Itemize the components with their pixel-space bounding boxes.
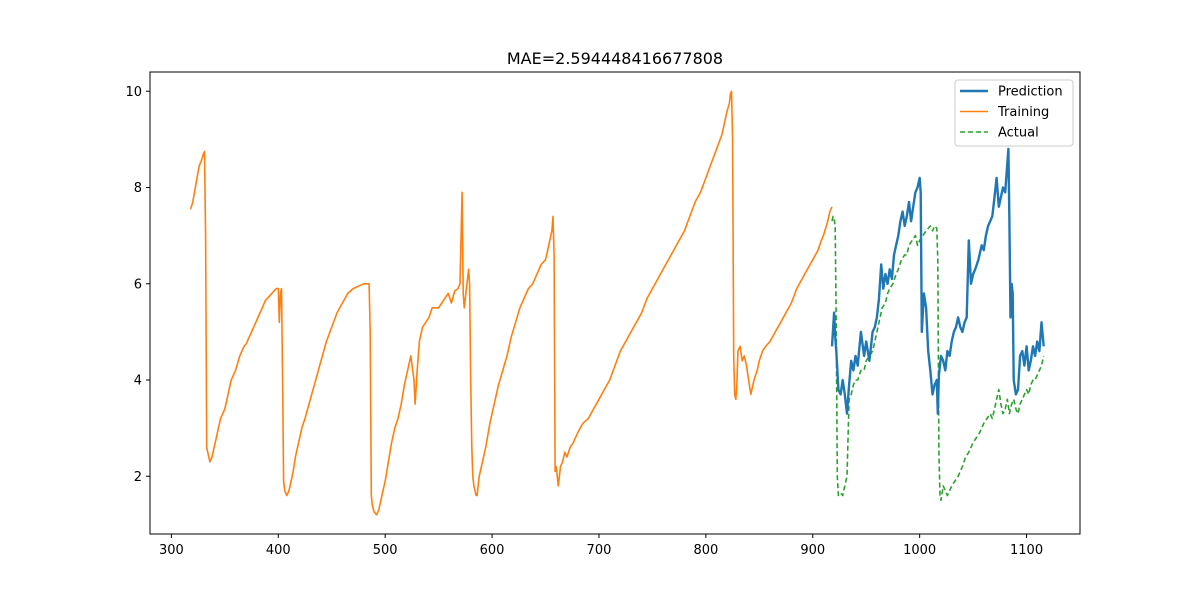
x-tick-label: 700 xyxy=(587,543,612,558)
series-line-prediction xyxy=(830,147,1045,415)
x-tick-label: 1100 xyxy=(1010,543,1043,558)
y-tick-label: 6 xyxy=(134,277,142,292)
x-tick-label: 600 xyxy=(480,543,505,558)
x-tick-label: 900 xyxy=(800,543,825,558)
plot-frame xyxy=(149,71,1081,535)
y-axis: 2 4 6 8 10 xyxy=(125,85,150,485)
x-tick-label: 500 xyxy=(373,543,398,558)
x-tick-label: 800 xyxy=(693,543,718,558)
legend-label-prediction: Prediction xyxy=(998,85,1063,100)
legend: Prediction Training Actual xyxy=(954,79,1074,147)
series-line-training xyxy=(189,90,833,516)
legend-label-training: Training xyxy=(997,105,1049,120)
y-tick-label: 10 xyxy=(125,85,142,100)
y-tick-label: 4 xyxy=(134,374,142,389)
x-tick-label: 1000 xyxy=(903,543,936,558)
series-line-actual xyxy=(831,215,1045,502)
x-tick-label: 300 xyxy=(159,543,184,558)
chart-title: MAE=2.594448416677808 xyxy=(507,49,723,68)
x-tick-label: 400 xyxy=(266,543,291,558)
legend-label-actual: Actual xyxy=(998,126,1039,141)
y-tick-label: 8 xyxy=(134,181,142,196)
x-axis: 300 400 500 600 700 800 900 1000 1100 xyxy=(159,534,1043,558)
series-layer xyxy=(189,90,1045,516)
legend-box xyxy=(954,79,1074,147)
y-tick-label: 2 xyxy=(134,470,142,485)
